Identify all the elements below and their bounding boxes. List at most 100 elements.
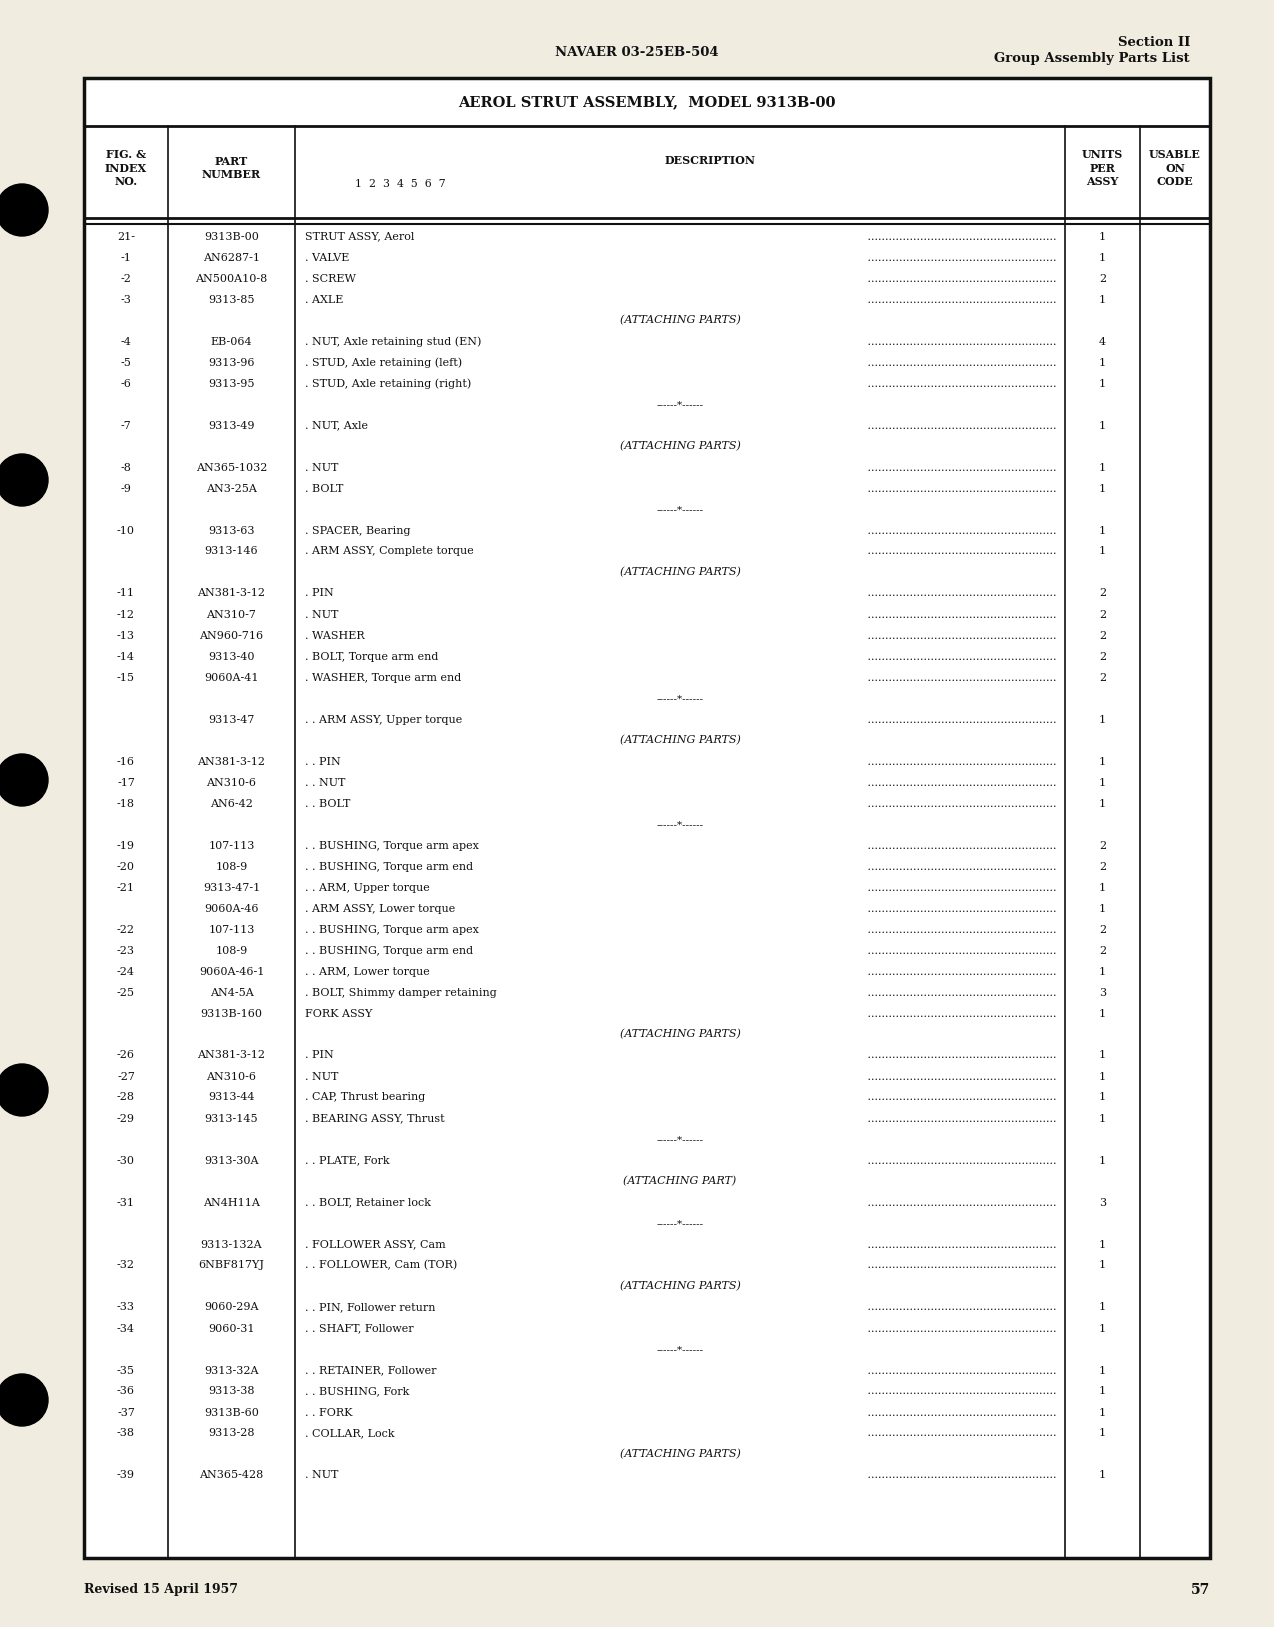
Text: 9313B-160: 9313B-160 [200,1009,262,1019]
Text: (ATTACHING PARTS): (ATTACHING PARTS) [619,1450,740,1459]
Text: 108-9: 108-9 [215,862,247,872]
Text: . NUT: . NUT [304,462,339,472]
Text: . STUD, Axle retaining (left): . STUD, Axle retaining (left) [304,358,462,368]
Text: -27: -27 [117,1072,135,1082]
Text: FORK ASSY: FORK ASSY [304,1009,372,1019]
Text: 9313-40: 9313-40 [208,651,255,662]
Text: AN381-3-12: AN381-3-12 [197,757,265,766]
Text: 1: 1 [1099,882,1106,893]
Text: . . BUSHING, Torque arm end: . . BUSHING, Torque arm end [304,945,473,955]
Text: (ATTACHING PARTS): (ATTACHING PARTS) [619,1030,740,1040]
Text: . BOLT, Torque arm end: . BOLT, Torque arm end [304,651,438,662]
Text: . WASHER: . WASHER [304,631,364,641]
Text: ......................................................: ........................................… [865,526,1057,535]
Text: 9313-132A: 9313-132A [201,1240,262,1250]
Text: ......................................................: ........................................… [865,631,1057,641]
Text: 1: 1 [1099,1155,1106,1165]
Text: 1: 1 [1099,547,1106,556]
Text: . BEARING ASSY, Thrust: . BEARING ASSY, Thrust [304,1113,445,1124]
Text: 2: 2 [1099,631,1106,641]
Text: -24: -24 [117,966,135,976]
Text: 1: 1 [1099,1365,1106,1375]
Text: 9313B-00: 9313B-00 [204,231,259,241]
Text: 3: 3 [1099,988,1106,997]
Text: ......................................................: ........................................… [865,988,1057,997]
Text: ......................................................: ........................................… [865,1240,1057,1250]
Text: FIG. &
INDEX
NO.: FIG. & INDEX NO. [104,148,147,187]
Text: -18: -18 [117,799,135,809]
Text: -25: -25 [117,988,135,997]
Text: AN960-716: AN960-716 [200,631,264,641]
Text: ......................................................: ........................................… [865,1009,1057,1019]
Text: -15: -15 [117,672,135,682]
Text: 9313-95: 9313-95 [208,379,255,389]
Text: (ATTACHING PARTS): (ATTACHING PARTS) [619,316,740,325]
Text: . CAP, Thrust bearing: . CAP, Thrust bearing [304,1092,426,1103]
Text: ......................................................: ........................................… [865,589,1057,599]
Text: AN365-1032: AN365-1032 [196,462,268,472]
Text: . ARM ASSY, Complete torque: . ARM ASSY, Complete torque [304,547,474,556]
Text: 1: 1 [1099,799,1106,809]
Text: AN6-42: AN6-42 [210,799,254,809]
Text: 9313-85: 9313-85 [208,294,255,304]
Text: ......................................................: ........................................… [865,547,1057,556]
Text: 2: 2 [1099,273,1106,283]
Text: ......................................................: ........................................… [865,757,1057,766]
Text: ......................................................: ........................................… [865,273,1057,283]
Text: 9313B-60: 9313B-60 [204,1407,259,1417]
Text: 1: 1 [1099,1113,1106,1124]
Text: . WASHER, Torque arm end: . WASHER, Torque arm end [304,672,461,682]
Text: 2: 2 [1099,610,1106,620]
Text: 2: 2 [1099,841,1106,851]
Bar [84,78,1210,1559]
Text: 1: 1 [1099,526,1106,535]
Text: -38: -38 [117,1429,135,1438]
Text: 1: 1 [1099,1323,1106,1334]
Text: 9060A-46-1: 9060A-46-1 [199,966,264,976]
Text: ......................................................: ........................................… [865,651,1057,662]
Text: 1: 1 [1099,252,1106,262]
Text: 57: 57 [1191,1583,1210,1598]
Text: . BOLT, Shimmy damper retaining: . BOLT, Shimmy damper retaining [304,988,497,997]
Text: -12: -12 [117,610,135,620]
Text: ......................................................: ........................................… [865,903,1057,913]
Text: 2: 2 [1099,672,1106,682]
Text: ......................................................: ........................................… [865,1092,1057,1103]
Text: ......................................................: ........................................… [865,1155,1057,1165]
Text: . NUT: . NUT [304,1072,339,1082]
Text: ......................................................: ........................................… [865,672,1057,682]
Text: ......................................................: ........................................… [865,924,1057,934]
Text: . . NUT: . . NUT [304,778,345,787]
Text: 9060-31: 9060-31 [208,1323,255,1334]
Text: -6: -6 [121,379,131,389]
Text: . NUT: . NUT [304,1471,339,1481]
Text: ......................................................: ........................................… [865,337,1057,347]
Text: -20: -20 [117,862,135,872]
Text: ------*------: ------*------ [656,504,703,514]
Text: -3: -3 [121,294,131,304]
Text: 2: 2 [1099,945,1106,955]
Text: . . BUSHING, Torque arm apex: . . BUSHING, Torque arm apex [304,924,479,934]
Text: 1: 1 [1099,231,1106,241]
Text: -33: -33 [117,1303,135,1313]
Text: 9313-63: 9313-63 [208,526,255,535]
Text: ......................................................: ........................................… [865,862,1057,872]
Text: (ATTACHING PART): (ATTACHING PART) [623,1176,736,1186]
Text: AN4H11A: AN4H11A [203,1197,260,1207]
Text: UNITS
PER
ASSY: UNITS PER ASSY [1082,148,1124,187]
Text: (ATTACHING PARTS): (ATTACHING PARTS) [619,568,740,578]
Text: ......................................................: ........................................… [865,294,1057,304]
Text: ......................................................: ........................................… [865,483,1057,493]
Text: 1: 1 [1099,714,1106,724]
Text: AN310-6: AN310-6 [206,1072,256,1082]
Text: -23: -23 [117,945,135,955]
Text: ......................................................: ........................................… [865,841,1057,851]
Text: 1: 1 [1099,1092,1106,1103]
Text: 1: 1 [1099,966,1106,976]
Text: 9060A-46: 9060A-46 [204,903,259,913]
Text: 1: 1 [1099,358,1106,368]
Text: 9313-32A: 9313-32A [204,1365,259,1375]
Text: 1: 1 [1099,903,1106,913]
Text: . SPACER, Bearing: . SPACER, Bearing [304,526,410,535]
Text: 1: 1 [1099,462,1106,472]
